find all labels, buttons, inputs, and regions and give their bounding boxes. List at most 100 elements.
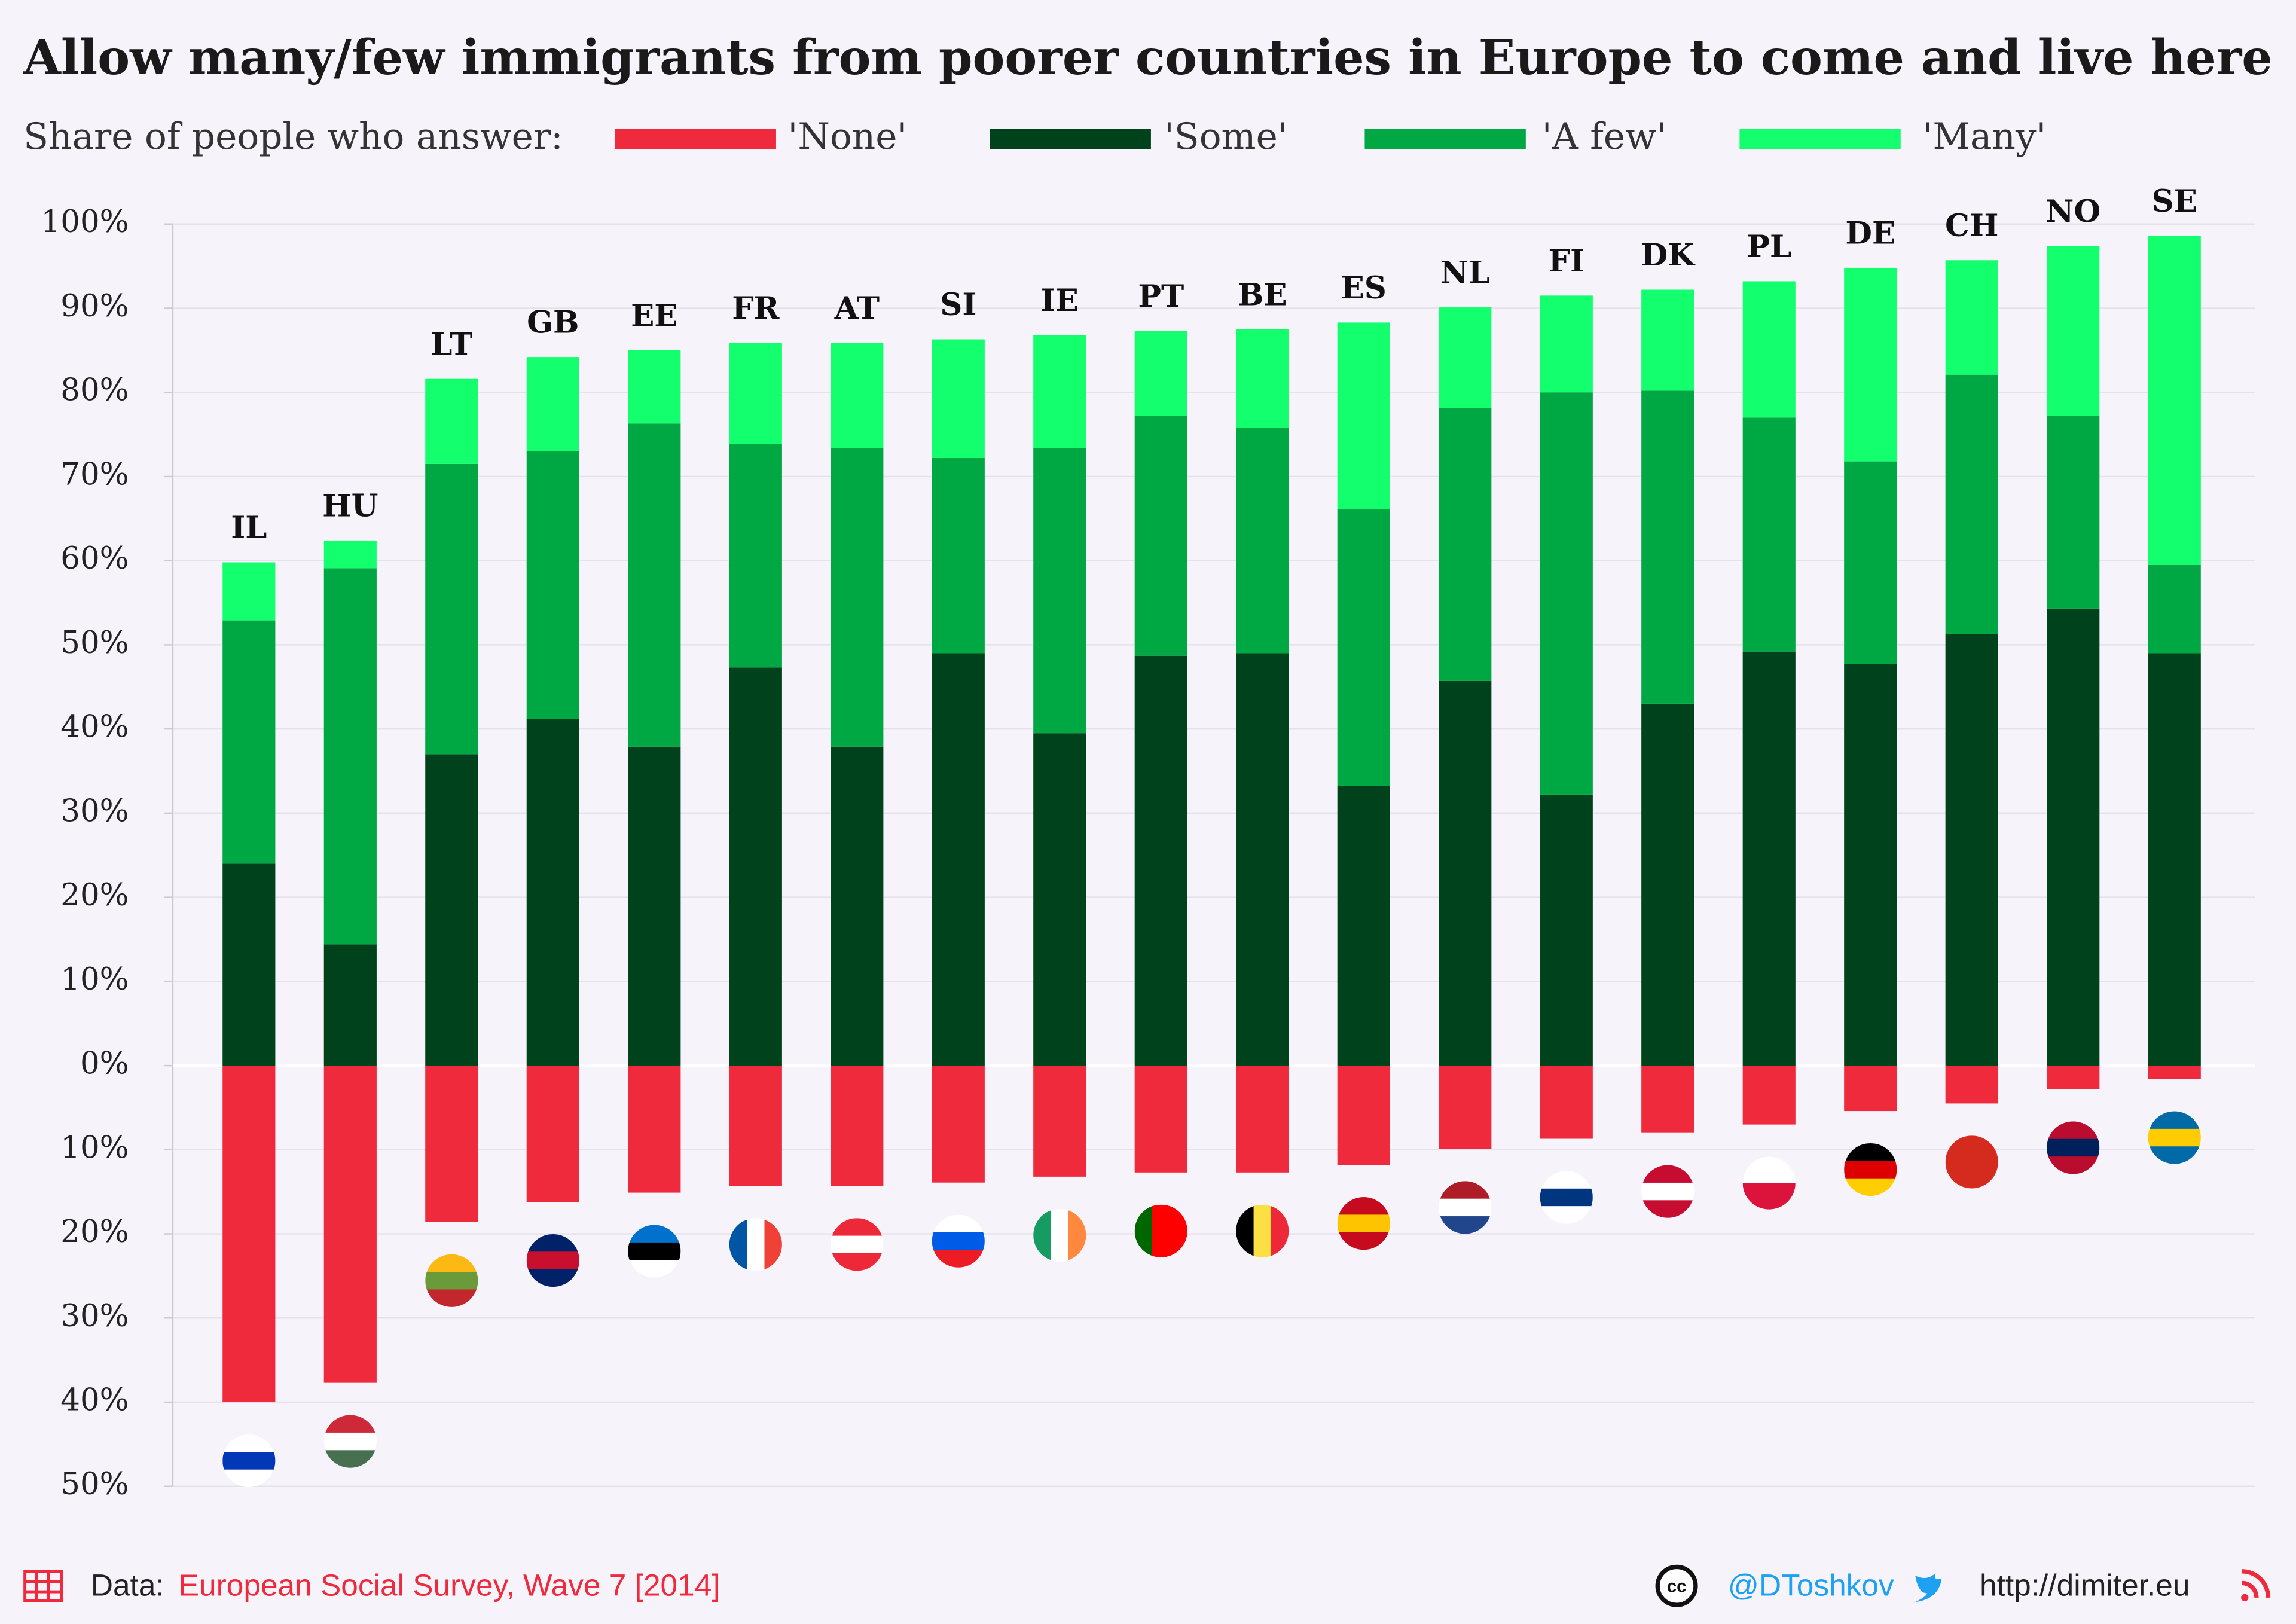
category-label: GB <box>527 305 579 341</box>
source[interactable]: European Social Survey, Wave 7 [2014] <box>179 1567 720 1602</box>
category-label: LT <box>430 326 472 362</box>
y-tick-label: 40% <box>60 709 129 745</box>
flag-stripe <box>1152 1204 1171 1257</box>
bar-segment <box>425 378 478 464</box>
bar-segment <box>1337 509 1390 786</box>
bar-segment <box>1337 1066 1390 1165</box>
bar-segment <box>1540 794 1593 1066</box>
bar-segment <box>932 457 985 654</box>
bar-segment <box>1134 655 1187 1066</box>
bar-segment <box>1033 335 1086 448</box>
bar-segment <box>1337 322 1390 509</box>
category-label: HU <box>322 489 378 524</box>
bar-segment <box>1540 392 1593 795</box>
bar-segment <box>1641 289 1694 391</box>
flag-stripe <box>1439 1198 1492 1217</box>
legend-label: 'A few' <box>1542 115 1667 158</box>
bar-segment <box>1844 461 1897 664</box>
category-label: PT <box>1138 279 1184 315</box>
bar-segment <box>323 1066 377 1383</box>
y-tick-label: 100% <box>41 204 129 240</box>
bar-segment <box>1742 281 1796 418</box>
legend-swatch <box>1739 129 1901 149</box>
bar-segment <box>1641 1066 1694 1133</box>
svg-text:cc: cc <box>1667 1577 1687 1596</box>
y-tick-label: 10% <box>60 961 129 997</box>
bar-segment <box>1134 1066 1187 1173</box>
flag-stripe <box>425 1272 478 1290</box>
bar-segment <box>1134 416 1187 656</box>
bar-segment <box>831 343 884 448</box>
bar-segment <box>323 944 377 1066</box>
bar-segment <box>729 667 782 1066</box>
category-label: IE <box>1041 283 1079 319</box>
y-tick-label: 50% <box>60 1466 129 1502</box>
flag-stripe <box>323 1432 377 1451</box>
bar-segment <box>628 350 681 424</box>
twitter-handle[interactable]: @DToshkov <box>1728 1567 1894 1602</box>
category-label: ES <box>1341 270 1387 306</box>
bar-segment <box>526 1066 579 1202</box>
bar-segment <box>425 463 478 755</box>
bar-segment <box>1337 786 1390 1066</box>
legend-swatch <box>990 129 1151 149</box>
bar-segment <box>628 1066 681 1193</box>
bar-segment <box>1236 653 1289 1066</box>
category-label: FI <box>1548 243 1584 279</box>
bar-segment <box>1945 374 1998 634</box>
bar-segment <box>323 540 377 569</box>
category-label: IL <box>231 510 267 546</box>
y-tick-label: 0% <box>80 1046 129 1082</box>
bar-segment <box>323 568 377 945</box>
legend-title: Share of people who answer: <box>23 115 563 158</box>
bar-segment <box>2047 416 2100 609</box>
y-tick-label: 70% <box>60 456 129 492</box>
bar-segment <box>222 620 276 864</box>
bar-segment <box>831 746 884 1066</box>
cc-icon: cc <box>1655 1564 1698 1607</box>
category-label: SI <box>940 287 976 323</box>
category-label: FR <box>732 291 780 326</box>
bar-segment <box>1033 1066 1086 1177</box>
bar-segment <box>1134 331 1187 416</box>
flag-stripe <box>831 1235 884 1254</box>
bar-segment <box>729 343 782 444</box>
flag-stripe <box>747 1218 765 1271</box>
flag <box>1641 1165 1694 1218</box>
bar-segment <box>2047 1066 2100 1089</box>
bar-segment <box>932 339 985 458</box>
flag <box>222 1434 276 1488</box>
bar-segment <box>526 719 579 1066</box>
twitter-icon <box>1915 1573 1942 1602</box>
bar-segment <box>1844 267 1897 462</box>
flag-stripe <box>1844 1161 1897 1179</box>
flag-stripe <box>1337 1214 1390 1234</box>
table-icon <box>23 1570 63 1602</box>
website[interactable]: http://dimiter.eu <box>1980 1567 2190 1602</box>
bar-segment <box>222 1066 276 1403</box>
bar-segment <box>222 562 276 621</box>
bar-segment <box>222 863 276 1066</box>
y-tick-label: 30% <box>60 1298 129 1334</box>
y-tick-label: 50% <box>60 625 129 661</box>
source-label: Data: <box>91 1567 164 1602</box>
footer: Data: European Social Survey, Wave 7 [20… <box>23 1564 2271 1607</box>
bar-segment <box>729 1066 782 1186</box>
bar-segment <box>1742 1066 1796 1125</box>
category-label: DK <box>1641 237 1696 273</box>
flag-stripe <box>1253 1204 1272 1257</box>
flag-stripe <box>1945 1135 1998 1189</box>
bar-segment <box>932 653 985 1066</box>
bar-segment <box>1236 329 1289 428</box>
bar-segment <box>1742 651 1796 1066</box>
bar-segment <box>1742 417 1796 652</box>
bar-segment <box>425 754 478 1066</box>
bar-segment <box>2148 653 2201 1066</box>
bar-segment <box>831 448 884 747</box>
bar-segment <box>1844 1066 1897 1112</box>
flag-stripe <box>1540 1188 1593 1207</box>
flag-stripe <box>526 1251 579 1270</box>
legend-swatch <box>1364 129 1526 149</box>
